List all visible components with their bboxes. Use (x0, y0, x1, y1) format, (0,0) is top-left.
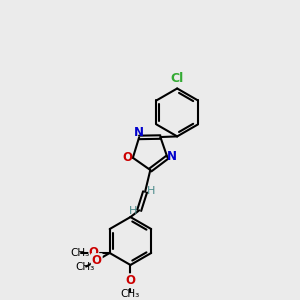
Text: H: H (129, 206, 137, 217)
Text: O: O (123, 151, 133, 164)
Text: CH₃: CH₃ (121, 289, 140, 298)
Text: CH₃: CH₃ (75, 262, 94, 272)
Text: O: O (125, 274, 135, 287)
Text: N: N (134, 126, 143, 139)
Text: N: N (167, 150, 177, 163)
Text: H: H (147, 186, 156, 196)
Text: O: O (88, 247, 99, 260)
Text: Cl: Cl (171, 72, 184, 85)
Text: CH₃: CH₃ (70, 248, 89, 258)
Text: O: O (92, 254, 102, 267)
